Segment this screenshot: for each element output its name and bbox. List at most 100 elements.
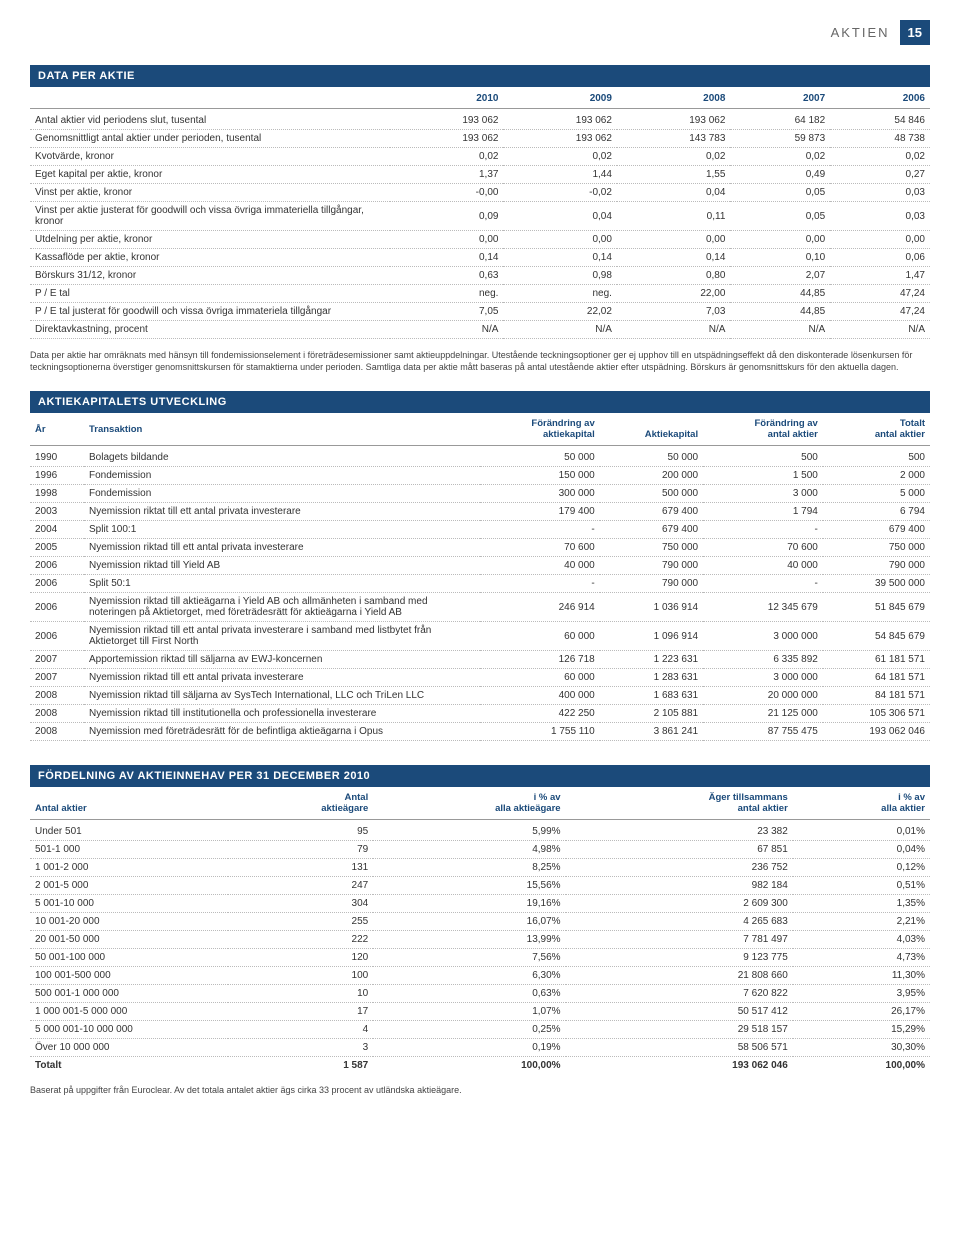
totals-value: 100,00%: [373, 1056, 565, 1074]
t3-h-c1: Antalaktieägare: [228, 787, 373, 819]
cell-value: 19,16%: [373, 894, 565, 912]
table-row: 20 001-50 00022213,99%7 781 4974,03%: [30, 930, 930, 948]
table1-header-row: 2010 2009 2008 2007 2006: [30, 87, 930, 109]
page-number: 15: [900, 20, 930, 45]
table-row: 2006Nyemission riktad till Yield AB40 00…: [30, 557, 930, 575]
table-row: Under 501955,99%23 3820,01%: [30, 819, 930, 840]
cell-value: 51 845 679: [823, 593, 930, 622]
cell-range: 10 001-20 000: [30, 912, 228, 930]
totals-value: 100,00%: [793, 1056, 930, 1074]
cell-value: 0,11: [617, 202, 730, 231]
cell-value: N/A: [830, 321, 930, 339]
cell-value: 1,37: [390, 166, 503, 184]
table1-h-y1: 2009: [503, 87, 616, 109]
cell-value: 30,30%: [793, 1038, 930, 1056]
cell-value: -: [703, 575, 823, 593]
cell-value: 400 000: [480, 687, 600, 705]
cell-value: 13,99%: [373, 930, 565, 948]
row-label: Vinst per aktie justerat för goodwill oc…: [30, 202, 390, 231]
table2-title: AKTIEKAPITALETS UTVECKLING: [30, 391, 930, 413]
cell-value: 6 794: [823, 503, 930, 521]
row-label: Antal aktier vid periodens slut, tusenta…: [30, 109, 390, 130]
table-row: 5 001-10 00030419,16%2 609 3001,35%: [30, 894, 930, 912]
t2-h-c2: Aktiekapital: [600, 413, 703, 445]
cell-value: 1 683 631: [600, 687, 703, 705]
cell-value: 679 400: [823, 521, 930, 539]
cell-value: 29 518 157: [566, 1020, 793, 1038]
cell-value: -0,00: [390, 184, 503, 202]
cell-value: 2,07: [730, 267, 830, 285]
cell-value: 50 000: [480, 446, 600, 467]
fordelning-table: Antal aktier Antalaktieägare i % avalla …: [30, 787, 930, 1074]
cell-value: 0,02: [617, 148, 730, 166]
cell-value: 48 738: [830, 130, 930, 148]
table1-title: DATA PER AKTIE: [30, 65, 930, 87]
table-row: Eget kapital per aktie, kronor1,371,441,…: [30, 166, 930, 184]
row-label: Kvotvärde, kronor: [30, 148, 390, 166]
cell-year: 2007: [30, 651, 84, 669]
cell-value: 0,02: [730, 148, 830, 166]
table-row: P / E tal justerat för goodwill och viss…: [30, 303, 930, 321]
cell-transaction: Bolagets bildande: [84, 446, 480, 467]
cell-value: 6,30%: [373, 966, 565, 984]
cell-year: 2008: [30, 705, 84, 723]
cell-value: 0,04: [617, 184, 730, 202]
cell-value: 22,00: [617, 285, 730, 303]
cell-transaction: Nyemission riktat till ett antal privata…: [84, 503, 480, 521]
table-row: 10 001-20 00025516,07%4 265 6832,21%: [30, 912, 930, 930]
table-row: 1990Bolagets bildande50 00050 000500500: [30, 446, 930, 467]
cell-value: 0,80: [617, 267, 730, 285]
cell-value: 750 000: [600, 539, 703, 557]
cell-value: N/A: [503, 321, 616, 339]
totals-row: Totalt1 587100,00%193 062 046100,00%: [30, 1056, 930, 1074]
cell-value: -: [480, 575, 600, 593]
cell-transaction: Fondemission: [84, 485, 480, 503]
totals-label: Totalt: [30, 1056, 228, 1074]
cell-value: 26,17%: [793, 1002, 930, 1020]
cell-transaction: Nyemission riktad till ett antal privata…: [84, 669, 480, 687]
cell-value: 0,14: [617, 249, 730, 267]
cell-value: 50 000: [600, 446, 703, 467]
table3-header-row: Antal aktier Antalaktieägare i % avalla …: [30, 787, 930, 819]
cell-value: 120: [228, 948, 373, 966]
cell-value: 58 506 571: [566, 1038, 793, 1056]
cell-year: 1996: [30, 467, 84, 485]
cell-value: 67 851: [566, 840, 793, 858]
cell-value: 1 794: [703, 503, 823, 521]
cell-value: 4 265 683: [566, 912, 793, 930]
cell-value: 179 400: [480, 503, 600, 521]
cell-value: 12 345 679: [703, 593, 823, 622]
table1-h-y3: 2007: [730, 87, 830, 109]
cell-year: 2006: [30, 557, 84, 575]
totals-value: 1 587: [228, 1056, 373, 1074]
cell-range: 1 000 001-5 000 000: [30, 1002, 228, 1020]
cell-range: 2 001-5 000: [30, 876, 228, 894]
cell-value: 0,06: [830, 249, 930, 267]
cell-value: 4,73%: [793, 948, 930, 966]
cell-value: 679 400: [600, 503, 703, 521]
row-label: Direktavkastning, procent: [30, 321, 390, 339]
cell-value: 21 808 660: [566, 966, 793, 984]
table1-h-y4: 2006: [830, 87, 930, 109]
row-label: Eget kapital per aktie, kronor: [30, 166, 390, 184]
table-row: Vinst per aktie justerat för goodwill oc…: [30, 202, 930, 231]
cell-transaction: Split 100:1: [84, 521, 480, 539]
cell-year: 2008: [30, 723, 84, 741]
cell-value: 790 000: [600, 575, 703, 593]
table-row: 501-1 000794,98%67 8510,04%: [30, 840, 930, 858]
cell-transaction: Nyemission riktad till säljarna av SysTe…: [84, 687, 480, 705]
cell-value: 200 000: [600, 467, 703, 485]
cell-value: 105 306 571: [823, 705, 930, 723]
cell-value: 7,05: [390, 303, 503, 321]
cell-value: 300 000: [480, 485, 600, 503]
cell-value: neg.: [390, 285, 503, 303]
cell-value: 1,44: [503, 166, 616, 184]
cell-value: 982 184: [566, 876, 793, 894]
table-row: 2006Nyemission riktad till ett antal pri…: [30, 622, 930, 651]
cell-value: 15,29%: [793, 1020, 930, 1038]
cell-value: 0,51%: [793, 876, 930, 894]
cell-value: 100: [228, 966, 373, 984]
cell-range: Över 10 000 000: [30, 1038, 228, 1056]
cell-year: 1998: [30, 485, 84, 503]
cell-value: 7 781 497: [566, 930, 793, 948]
